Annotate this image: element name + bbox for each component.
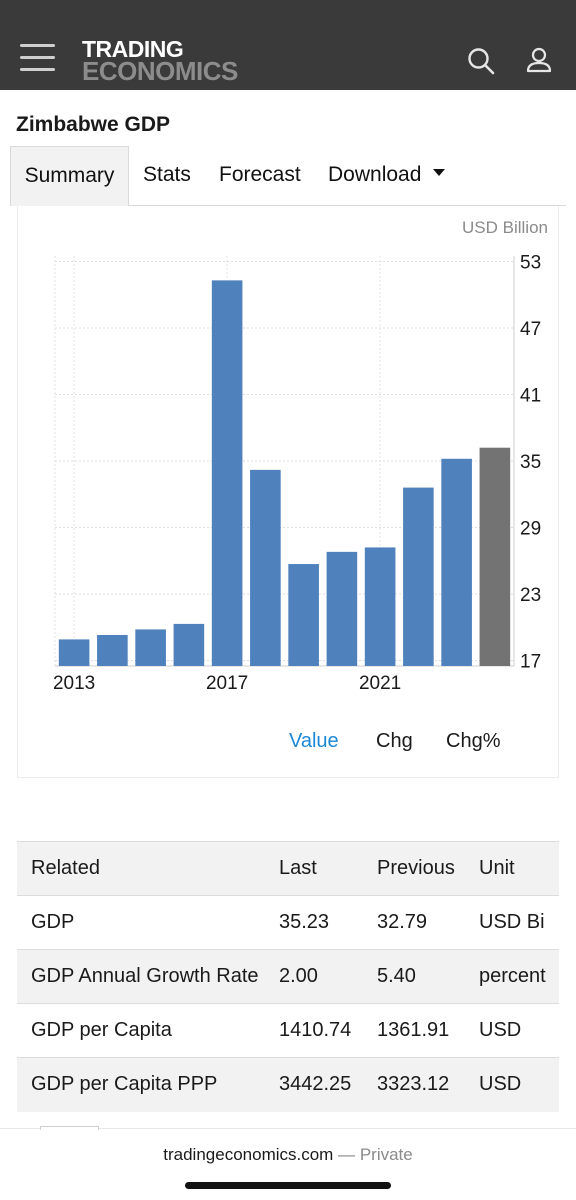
column-header-unit: Unit	[479, 841, 559, 896]
previous-value: 1361.91	[377, 1003, 479, 1058]
tab-forecast[interactable]: Forecast	[219, 163, 301, 186]
table-row-peek	[40, 1126, 99, 1130]
home-indicator[interactable]	[185, 1182, 391, 1189]
url-separator: —	[338, 1145, 356, 1164]
chart-mode-chg-percent[interactable]: Chg%	[446, 730, 501, 752]
unit-value: USD	[479, 1057, 559, 1112]
site-logo[interactable]: TRADING ECONOMICS	[82, 36, 238, 86]
related-indicator-link[interactable]: GDP per Capita	[17, 1003, 279, 1058]
bar-2017	[211, 280, 243, 666]
gdp-bar-chart: 17 23 29 35 41 47 53 2013 2017 2021	[53, 253, 541, 694]
bar-2022	[403, 487, 434, 666]
chevron-down-icon	[433, 168, 446, 176]
bar-2021	[364, 547, 396, 666]
logo-line-2: ECONOMICS	[82, 56, 238, 86]
previous-value: 5.40	[377, 949, 479, 1004]
unit-value: percent	[479, 949, 559, 1004]
tab-bar: Summary Stats Forecast Download	[10, 146, 566, 206]
y-tick-label: 47	[520, 319, 541, 340]
search-icon[interactable]	[466, 46, 496, 76]
unit-value: USD	[479, 1003, 559, 1058]
y-tick-label: 35	[520, 452, 541, 473]
private-mode-label: Private	[359, 1145, 413, 1164]
bar-2015	[135, 629, 166, 666]
address-bar-url[interactable]: tradingeconomics.com — Private	[0, 1145, 576, 1165]
chart-mode-chg[interactable]: Chg	[376, 730, 413, 752]
unit-value: USD Bi	[479, 895, 559, 950]
bar-2019	[288, 564, 319, 666]
bar-2016	[173, 623, 205, 666]
tab-summary[interactable]: Summary	[10, 146, 129, 206]
last-value: 2.00	[279, 949, 377, 1004]
y-tick-label: 53	[520, 253, 541, 274]
bar-2014	[97, 634, 128, 666]
last-value: 3442.25	[279, 1057, 377, 1112]
y-tick-label: 41	[520, 386, 541, 407]
chart-mode-value[interactable]: Value	[289, 730, 339, 752]
bar-2013	[58, 639, 90, 666]
hamburger-menu-icon[interactable]	[20, 44, 55, 72]
tab-stats[interactable]: Stats	[143, 163, 191, 186]
table-row[interactable]: GDP per Capita 1410.74 1361.91 USD	[17, 1003, 559, 1058]
related-indicator-link[interactable]: GDP Annual Growth Rate	[17, 949, 279, 1004]
y-tick-label: 29	[520, 518, 541, 539]
y-tick-label: 23	[520, 585, 541, 606]
bar-2020	[326, 551, 358, 666]
column-header-previous: Previous	[377, 841, 479, 896]
bar-2023	[441, 458, 472, 666]
tab-download[interactable]: Download	[328, 146, 446, 206]
x-tick-label: 2017	[206, 673, 248, 694]
chart-card: USD Billion 17 23 29 35 41 47 53 2013 2017 2021 V…	[17, 206, 559, 778]
logo-line-1: TRADING	[82, 36, 184, 62]
bar-2018	[250, 469, 281, 666]
previous-value: 3323.12	[377, 1057, 479, 1112]
last-value: 35.23	[279, 895, 377, 950]
browser-address-bar: tradingeconomics.com — Private	[0, 1126, 576, 1200]
column-header-last: Last	[279, 841, 377, 896]
last-value: 1410.74	[279, 1003, 377, 1058]
table-header-row: Related Last Previous Unit	[17, 841, 559, 896]
table-row[interactable]: GDP Annual Growth Rate 2.00 5.40 percent	[17, 949, 559, 1004]
y-tick-label: 17	[520, 651, 541, 672]
column-header-related: Related	[17, 841, 279, 896]
bar-2024	[479, 447, 511, 666]
related-indicator-link[interactable]: GDP per Capita PPP	[17, 1057, 279, 1112]
page-title: Zimbabwe GDP	[16, 113, 171, 136]
top-app-bar: TRADING ECONOMICS	[0, 0, 576, 90]
url-domain: tradingeconomics.com	[163, 1145, 334, 1164]
x-tick-label: 2013	[53, 673, 95, 694]
x-tick-label: 2021	[359, 673, 401, 694]
table-row[interactable]: GDP per Capita PPP 3442.25 3323.12 USD	[17, 1057, 559, 1112]
user-icon[interactable]	[525, 46, 555, 76]
related-table: Related Last Previous Unit GDP 35.23 32.…	[17, 841, 559, 1112]
previous-value: 32.79	[377, 895, 479, 950]
tab-download-label: Download	[328, 163, 422, 186]
chart-unit-label: USD Billion	[462, 218, 548, 237]
table-row[interactable]: GDP 35.23 32.79 USD Bi	[17, 895, 559, 950]
related-indicator-link[interactable]: GDP	[17, 895, 279, 950]
